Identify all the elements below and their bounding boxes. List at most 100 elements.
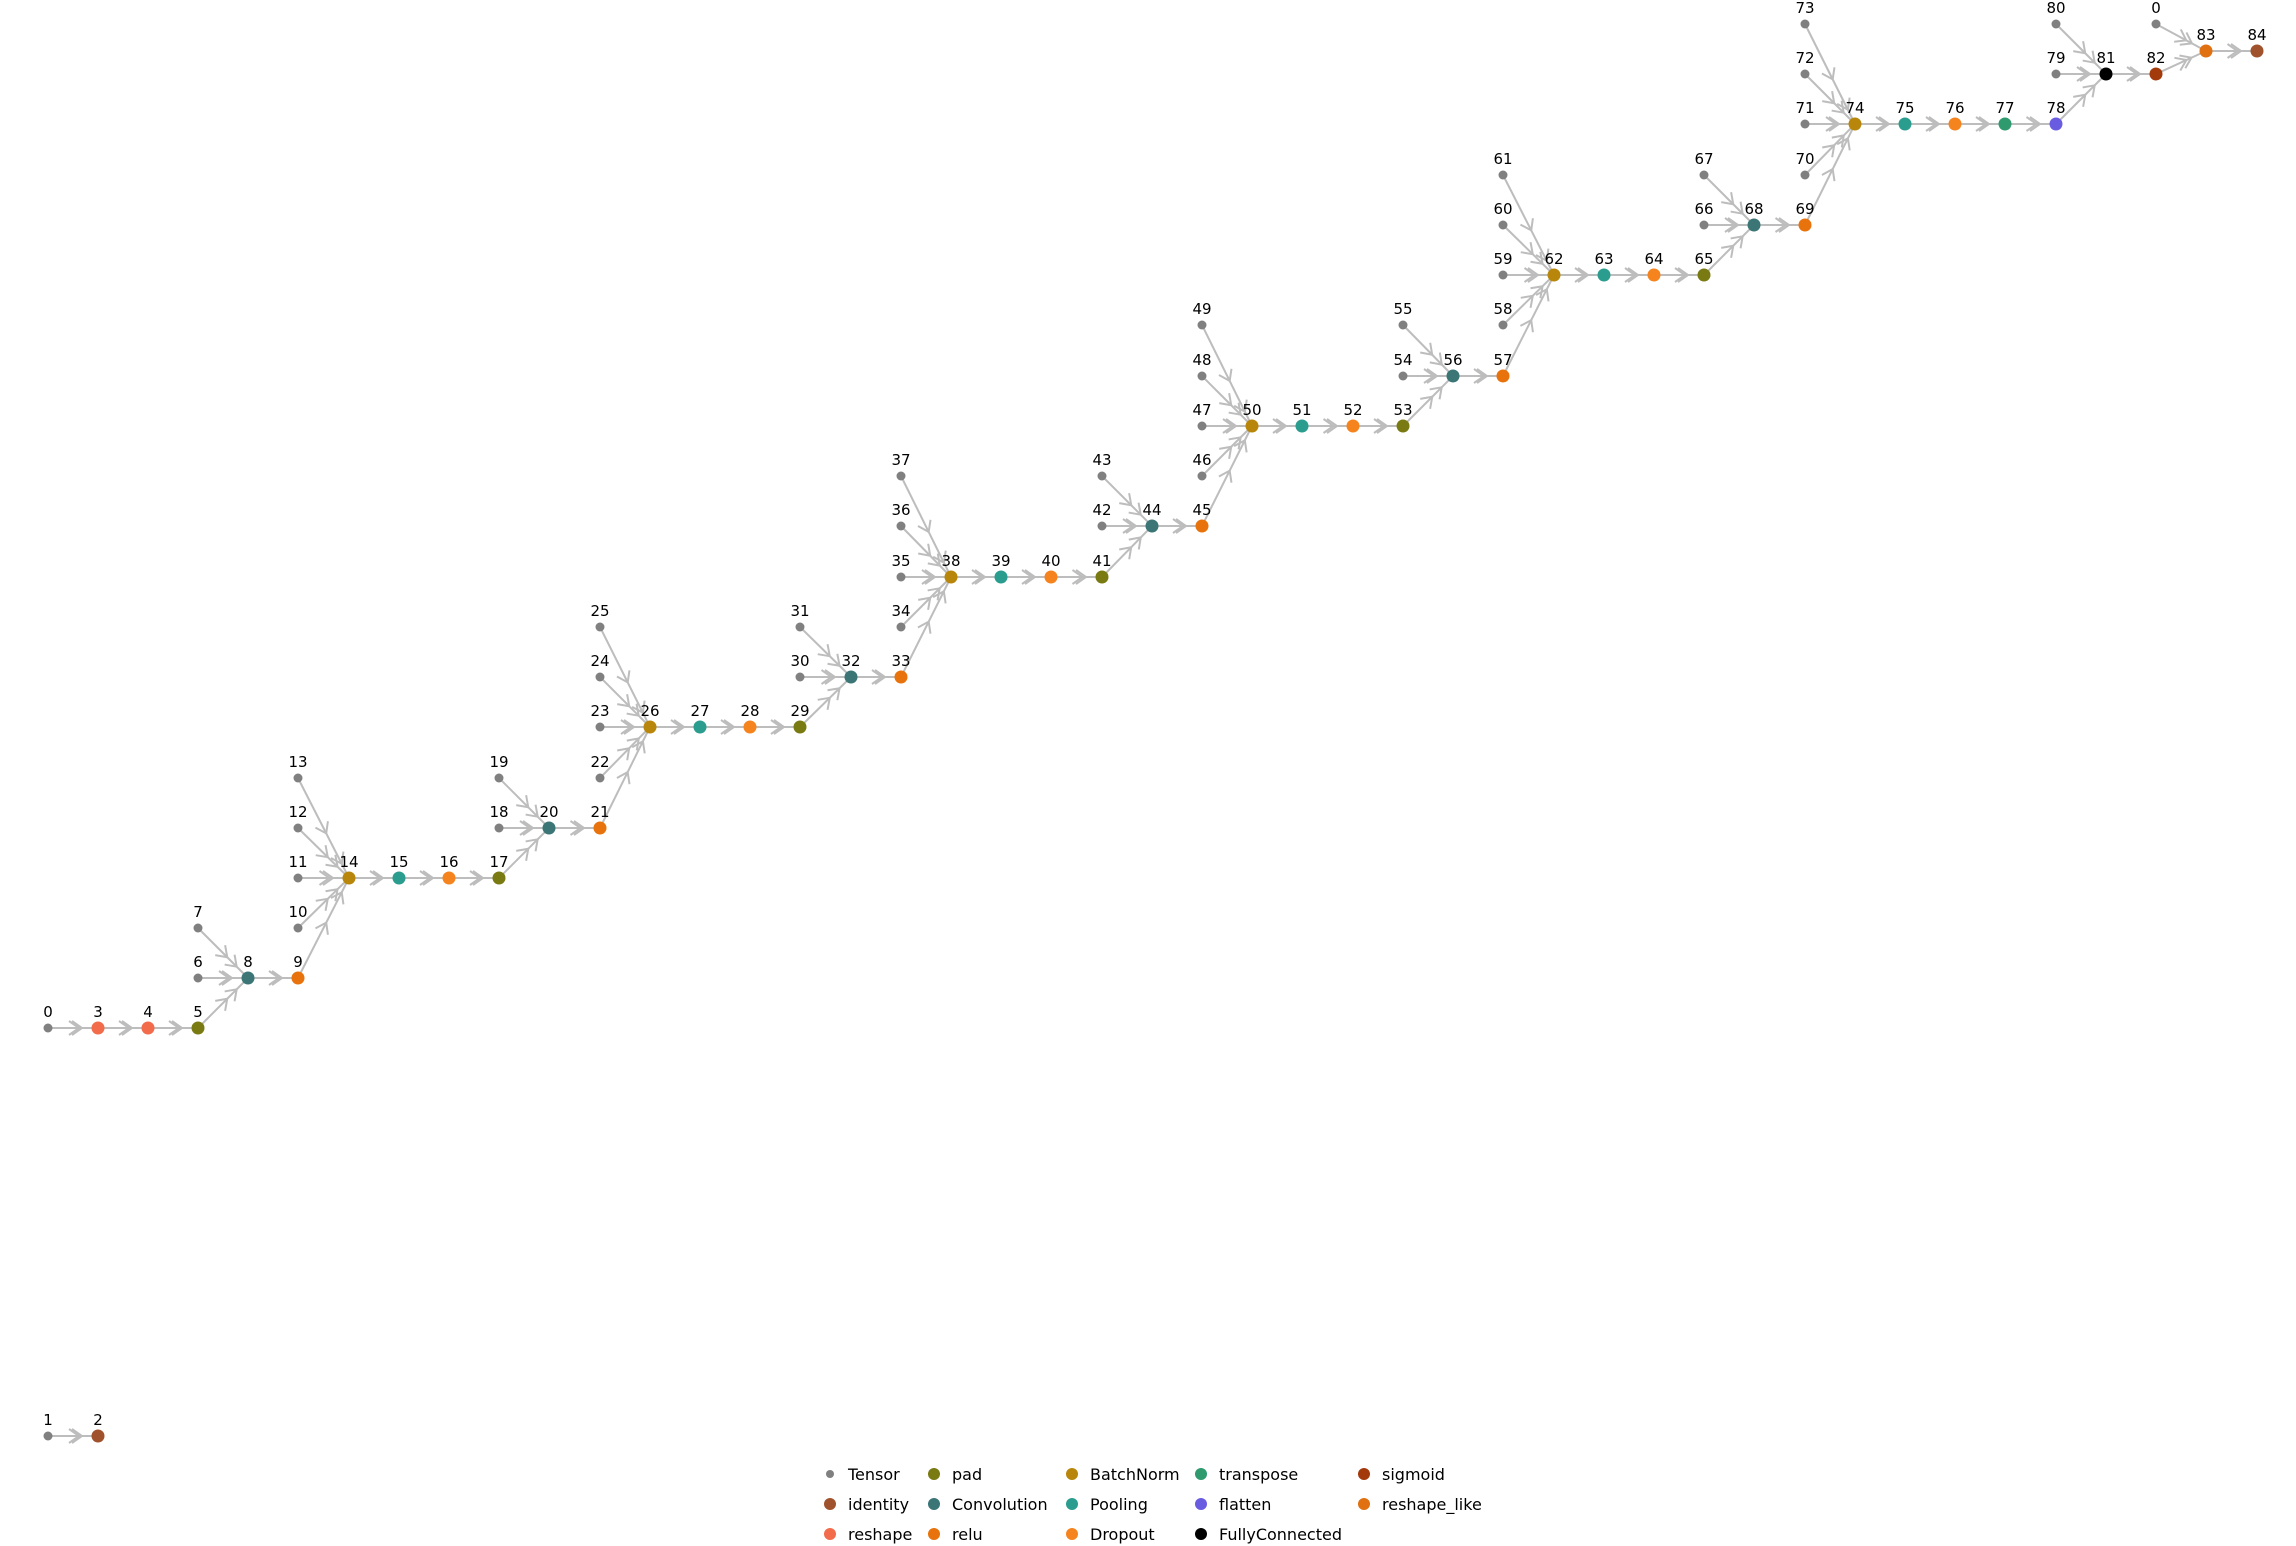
node-label: 33 bbox=[891, 652, 910, 670]
node-dot bbox=[595, 722, 605, 732]
edge-60-62 bbox=[1502, 224, 1555, 276]
node-label: 47 bbox=[1192, 401, 1211, 419]
node-30-tensor: 30 bbox=[790, 652, 810, 682]
edge-0a-3 bbox=[48, 1020, 98, 1036]
node-dot bbox=[43, 1431, 53, 1441]
node-label: 14 bbox=[339, 853, 358, 871]
node-label: 81 bbox=[2096, 49, 2115, 67]
node-label: 69 bbox=[1795, 200, 1814, 218]
node-dot bbox=[1798, 218, 1812, 232]
node-40-dropout: 40 bbox=[1041, 552, 1061, 584]
node-dot bbox=[1396, 419, 1410, 433]
legend-item-tensor: Tensor bbox=[826, 1465, 900, 1484]
node-77-transpose: 77 bbox=[1995, 99, 2015, 131]
node-dot bbox=[1498, 170, 1508, 180]
node-label: 52 bbox=[1343, 401, 1362, 419]
legend-swatch bbox=[1066, 1498, 1078, 1510]
node-label: 41 bbox=[1092, 552, 1111, 570]
node-label: 44 bbox=[1142, 501, 1161, 519]
node-dot bbox=[593, 821, 607, 835]
node-dot bbox=[595, 773, 605, 783]
edge-50-51 bbox=[1252, 418, 1302, 434]
node-label: 7 bbox=[193, 903, 203, 921]
node-label: 6 bbox=[193, 953, 203, 971]
node-dot bbox=[2099, 67, 2113, 81]
node-dot bbox=[1800, 69, 1810, 79]
node-dot bbox=[193, 923, 203, 933]
node-label: 5 bbox=[193, 1003, 203, 1021]
node-label: 30 bbox=[790, 652, 809, 670]
node-76-dropout: 76 bbox=[1945, 99, 1965, 131]
node-dot bbox=[1697, 268, 1711, 282]
edge-20-21 bbox=[549, 820, 600, 836]
legend-item-reshape: reshape bbox=[824, 1525, 912, 1544]
edge-39-40 bbox=[1001, 569, 1051, 585]
node-dot bbox=[1800, 170, 1810, 180]
node-32-convolution: 32 bbox=[841, 652, 861, 684]
edge-44-45 bbox=[1152, 518, 1202, 534]
node-label: 32 bbox=[841, 652, 860, 670]
edge-52-53 bbox=[1353, 418, 1403, 434]
edge-66-68 bbox=[1704, 217, 1754, 233]
edge-58-62 bbox=[1502, 274, 1555, 326]
edge-34-38 bbox=[900, 576, 952, 628]
edge-10-14 bbox=[297, 877, 350, 929]
node-63-pooling: 63 bbox=[1594, 250, 1614, 282]
node-dot bbox=[2049, 117, 2063, 131]
node-label: 67 bbox=[1694, 150, 1713, 168]
edge-38-39 bbox=[951, 569, 1001, 585]
node-dot bbox=[542, 821, 556, 835]
legend-item-convolution: Convolution bbox=[928, 1495, 1048, 1514]
node-label: 21 bbox=[590, 803, 609, 821]
edge-17-20 bbox=[498, 827, 550, 879]
node-dot bbox=[1498, 270, 1508, 280]
node-dot bbox=[1197, 471, 1207, 481]
edge-59-62 bbox=[1503, 267, 1554, 283]
node-dot bbox=[342, 871, 356, 885]
node-dot bbox=[1800, 19, 1810, 29]
legend-label: relu bbox=[952, 1525, 983, 1544]
node-label: 74 bbox=[1845, 99, 1864, 117]
node-78-flatten: 78 bbox=[2046, 99, 2066, 131]
node-2-identity: 2 bbox=[91, 1411, 105, 1443]
node-70-tensor: 70 bbox=[1795, 150, 1815, 180]
node-label: 46 bbox=[1192, 451, 1211, 469]
node-10-tensor: 10 bbox=[288, 903, 308, 933]
node-74-batchnorm: 74 bbox=[1845, 99, 1865, 131]
node-label: 80 bbox=[2046, 0, 2065, 17]
legend-swatch bbox=[824, 1498, 836, 1510]
node-label: 27 bbox=[690, 702, 709, 720]
edge-69-74 bbox=[1804, 123, 1856, 226]
edge-27-28 bbox=[700, 719, 750, 735]
node-dot bbox=[2051, 19, 2061, 29]
node-33-relu: 33 bbox=[891, 652, 911, 684]
node-0-tensor: 0 bbox=[2151, 0, 2161, 29]
node-label: 36 bbox=[891, 501, 910, 519]
node-dot bbox=[944, 570, 958, 584]
node-dot bbox=[595, 672, 605, 682]
node-dot bbox=[1398, 371, 1408, 381]
node-dot bbox=[2250, 44, 2264, 58]
node-label: 58 bbox=[1493, 300, 1512, 318]
node-dot bbox=[894, 670, 908, 684]
node-label: 0 bbox=[2151, 0, 2161, 17]
node-label: 48 bbox=[1192, 351, 1211, 369]
edge-26-27 bbox=[650, 719, 700, 735]
legend-item-sigmoid: sigmoid bbox=[1358, 1465, 1445, 1484]
node-dot bbox=[43, 1023, 53, 1033]
node-label: 16 bbox=[439, 853, 458, 871]
node-label: 0 bbox=[43, 1003, 53, 1021]
node-dot bbox=[1498, 320, 1508, 330]
edge-68-69 bbox=[1754, 217, 1805, 233]
node-21-relu: 21 bbox=[590, 803, 610, 835]
node-12-tensor: 12 bbox=[288, 803, 308, 833]
node-label: 84 bbox=[2247, 26, 2266, 44]
node-dot bbox=[1398, 320, 1408, 330]
node-label: 54 bbox=[1393, 351, 1412, 369]
edge-28-29 bbox=[750, 719, 800, 735]
legend-item-identity: identity bbox=[824, 1495, 909, 1514]
legend-label: transpose bbox=[1219, 1465, 1298, 1484]
node-8-convolution: 8 bbox=[241, 953, 255, 985]
node-dot bbox=[2199, 44, 2213, 58]
node-5-pad: 5 bbox=[191, 1003, 205, 1035]
